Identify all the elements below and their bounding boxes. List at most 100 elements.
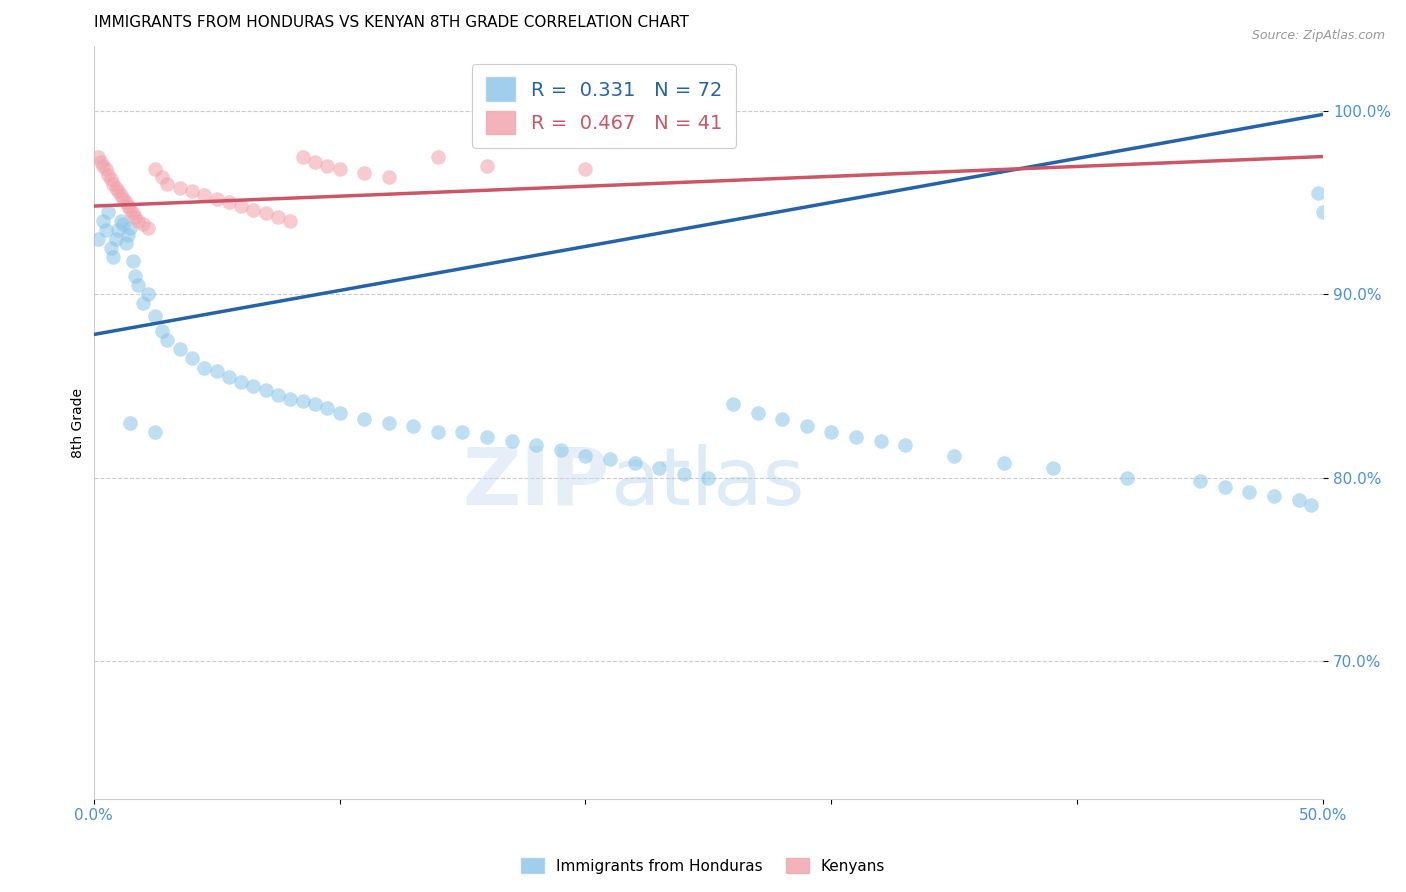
Point bbox=[205, 192, 228, 206]
Point bbox=[353, 166, 375, 180]
Point bbox=[93, 213, 115, 227]
Legend: R =  0.331   N = 72, R =  0.467   N = 41: R = 0.331 N = 72, R = 0.467 N = 41 bbox=[472, 63, 735, 148]
Point bbox=[278, 392, 301, 406]
Point bbox=[574, 449, 596, 463]
Point bbox=[254, 383, 277, 397]
Point bbox=[122, 254, 145, 268]
Point bbox=[169, 180, 191, 194]
Point bbox=[1308, 186, 1330, 201]
Point bbox=[1239, 485, 1261, 500]
Point bbox=[267, 210, 290, 224]
Point bbox=[231, 376, 253, 390]
Point bbox=[254, 206, 277, 220]
Point bbox=[90, 155, 112, 169]
Point bbox=[623, 456, 645, 470]
Point bbox=[107, 223, 129, 237]
Point bbox=[124, 210, 146, 224]
Point bbox=[117, 199, 139, 213]
Point bbox=[104, 232, 127, 246]
Point bbox=[181, 351, 204, 366]
Point bbox=[845, 430, 868, 444]
Text: atlas: atlas bbox=[610, 444, 804, 522]
Point bbox=[169, 342, 191, 356]
Point bbox=[112, 218, 135, 232]
Point bbox=[122, 206, 145, 220]
Point bbox=[94, 162, 117, 177]
Point bbox=[156, 333, 179, 347]
Point bbox=[869, 434, 891, 448]
Point bbox=[143, 425, 166, 439]
Point bbox=[136, 221, 159, 235]
Point bbox=[291, 393, 314, 408]
Point bbox=[451, 425, 474, 439]
Point bbox=[93, 159, 115, 173]
Point bbox=[104, 180, 127, 194]
Point bbox=[242, 202, 264, 217]
Point bbox=[242, 379, 264, 393]
Point bbox=[316, 401, 339, 415]
Point bbox=[156, 177, 179, 191]
Text: ZIP: ZIP bbox=[463, 444, 610, 522]
Point bbox=[550, 443, 572, 458]
Point bbox=[193, 188, 215, 202]
Point bbox=[112, 192, 135, 206]
Point bbox=[747, 406, 769, 420]
Point bbox=[94, 223, 117, 237]
Point bbox=[697, 470, 720, 484]
Point bbox=[316, 159, 339, 173]
Point bbox=[1189, 475, 1212, 489]
Point bbox=[87, 232, 110, 246]
Point bbox=[120, 202, 142, 217]
Point bbox=[402, 419, 425, 434]
Point bbox=[110, 213, 132, 227]
Point bbox=[152, 324, 174, 338]
Point bbox=[1288, 492, 1310, 507]
Point bbox=[278, 213, 301, 227]
Point bbox=[426, 149, 449, 163]
Point bbox=[97, 168, 120, 182]
Point bbox=[1263, 489, 1285, 503]
Point bbox=[132, 218, 155, 232]
Point bbox=[120, 416, 142, 430]
Point bbox=[127, 277, 149, 292]
Point bbox=[328, 406, 350, 420]
Point bbox=[993, 456, 1015, 470]
Point bbox=[205, 364, 228, 378]
Legend: Immigrants from Honduras, Kenyans: Immigrants from Honduras, Kenyans bbox=[515, 852, 891, 880]
Point bbox=[143, 309, 166, 323]
Point bbox=[304, 397, 326, 411]
Point bbox=[181, 185, 204, 199]
Point bbox=[120, 221, 142, 235]
Point bbox=[1213, 480, 1236, 494]
Point bbox=[231, 199, 253, 213]
Point bbox=[328, 162, 350, 177]
Point bbox=[114, 235, 136, 250]
Point bbox=[100, 241, 122, 255]
Point bbox=[110, 188, 132, 202]
Point bbox=[132, 296, 155, 310]
Point bbox=[124, 268, 146, 283]
Point bbox=[100, 171, 122, 186]
Point bbox=[894, 437, 917, 451]
Text: IMMIGRANTS FROM HONDURAS VS KENYAN 8TH GRADE CORRELATION CHART: IMMIGRANTS FROM HONDURAS VS KENYAN 8TH G… bbox=[94, 15, 689, 30]
Point bbox=[426, 425, 449, 439]
Point bbox=[267, 388, 290, 402]
Point bbox=[672, 467, 695, 481]
Point bbox=[1299, 498, 1322, 512]
Point bbox=[377, 416, 399, 430]
Point bbox=[97, 204, 120, 219]
Point bbox=[1042, 461, 1064, 475]
Point bbox=[103, 251, 125, 265]
Point bbox=[475, 159, 498, 173]
Point bbox=[524, 437, 547, 451]
Point bbox=[107, 185, 129, 199]
Point bbox=[475, 430, 498, 444]
Point bbox=[87, 149, 110, 163]
Point bbox=[136, 287, 159, 301]
Point bbox=[648, 461, 671, 475]
Point bbox=[501, 434, 523, 448]
Point bbox=[218, 195, 240, 210]
Point bbox=[117, 228, 139, 243]
Point bbox=[377, 169, 399, 184]
Point bbox=[574, 162, 596, 177]
